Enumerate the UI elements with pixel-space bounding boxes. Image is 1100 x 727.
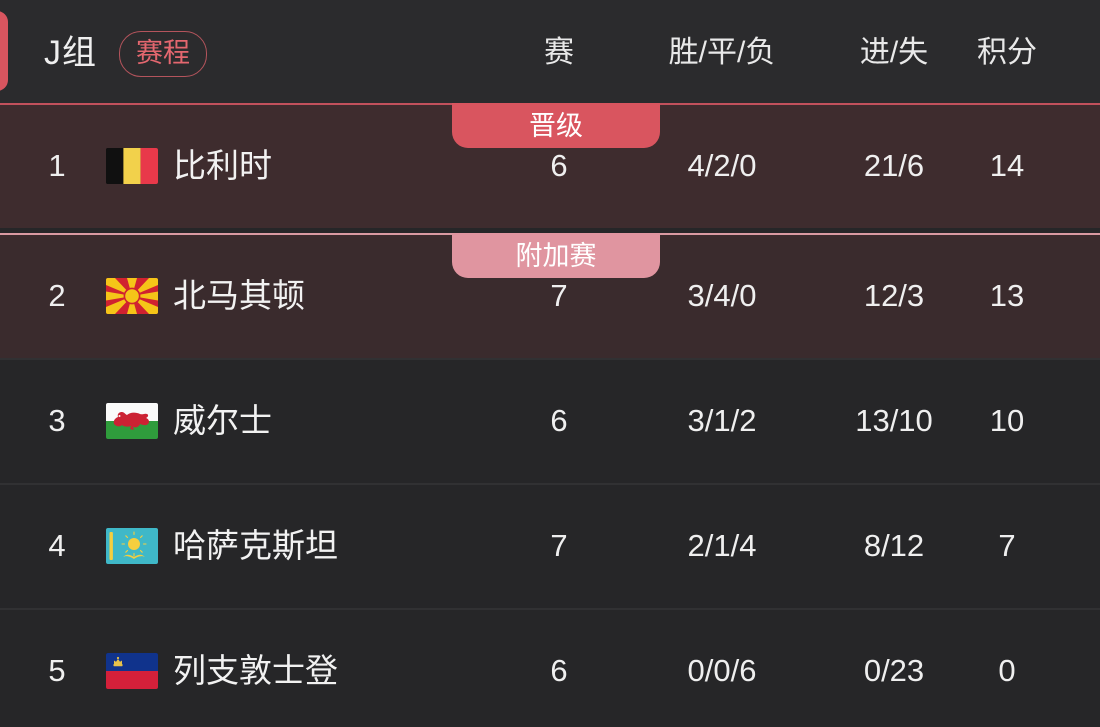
row-rank: 5 (48, 652, 66, 688)
row-points: 7 (998, 527, 1016, 563)
row-goals: 0/23 (863, 652, 925, 688)
schedule-pill-button[interactable]: 赛程 (119, 31, 207, 77)
row-wdl: 2/1/4 (687, 527, 757, 563)
left-accent-bar (0, 11, 8, 91)
row-team-name[interactable]: 哈萨克斯坦 (173, 526, 338, 564)
north-macedonia-flag (106, 277, 158, 314)
row-rank: 3 (48, 402, 66, 438)
wales-flag (106, 402, 158, 439)
column-header-points: 积分 (977, 36, 1037, 69)
table-row[interactable]: 1 比利时 6 4/2/0 21/6 14 晋级 (0, 103, 1100, 228)
row-played: 6 (550, 652, 568, 688)
group-label: J组 (44, 34, 97, 72)
status-badge: 附加赛 (452, 233, 660, 278)
table-row[interactable]: 4 哈萨克斯坦 7 2/1/4 8/12 7 (0, 483, 1100, 608)
column-header-wdl: 胜/平/负 (668, 36, 776, 69)
column-header-goals: 进/失 (859, 36, 929, 69)
liechtenstein-flag (106, 652, 158, 689)
row-team-name[interactable]: 威尔士 (173, 401, 272, 439)
belgium-flag (106, 147, 158, 184)
row-wdl: 4/2/0 (687, 147, 757, 183)
table-row[interactable]: 2 北马其顿 7 3/4/0 12/3 13 附加赛 (0, 233, 1100, 358)
status-badge: 晋级 (452, 103, 660, 148)
row-separator (0, 483, 1100, 485)
row-played: 7 (550, 527, 568, 563)
row-points: 13 (989, 277, 1025, 313)
row-separator (0, 358, 1100, 360)
row-separator (0, 608, 1100, 610)
row-rank: 4 (48, 527, 66, 563)
row-team-name[interactable]: 北马其顿 (173, 276, 305, 314)
row-played: 6 (550, 402, 568, 438)
row-wdl: 0/0/6 (687, 652, 757, 688)
row-team-name[interactable]: 列支敦士登 (173, 651, 338, 689)
table-row[interactable]: 3 威尔士 6 3/1/2 13/10 10 (0, 358, 1100, 483)
row-goals: 13/10 (855, 402, 933, 438)
row-goals: 12/3 (863, 277, 925, 313)
row-played: 6 (550, 147, 568, 183)
table-header: J组 赛程 赛 胜/平/负 进/失 积分 (0, 0, 1100, 103)
row-team-name[interactable]: 比利时 (173, 146, 272, 184)
row-points: 10 (989, 402, 1025, 438)
row-rank: 2 (48, 277, 66, 313)
table-row[interactable]: 5 列支敦士登 6 0/0/6 0/23 0 (0, 608, 1100, 727)
row-goals: 8/12 (863, 527, 925, 563)
row-played: 7 (550, 277, 568, 313)
kazakhstan-flag (106, 527, 158, 564)
row-points: 14 (989, 147, 1025, 183)
row-points: 0 (998, 652, 1016, 688)
row-goals: 21/6 (863, 147, 925, 183)
row-wdl: 3/1/2 (687, 402, 757, 438)
row-rank: 1 (48, 147, 66, 183)
column-header-played: 赛 (544, 36, 574, 69)
row-wdl: 3/4/0 (687, 277, 757, 313)
